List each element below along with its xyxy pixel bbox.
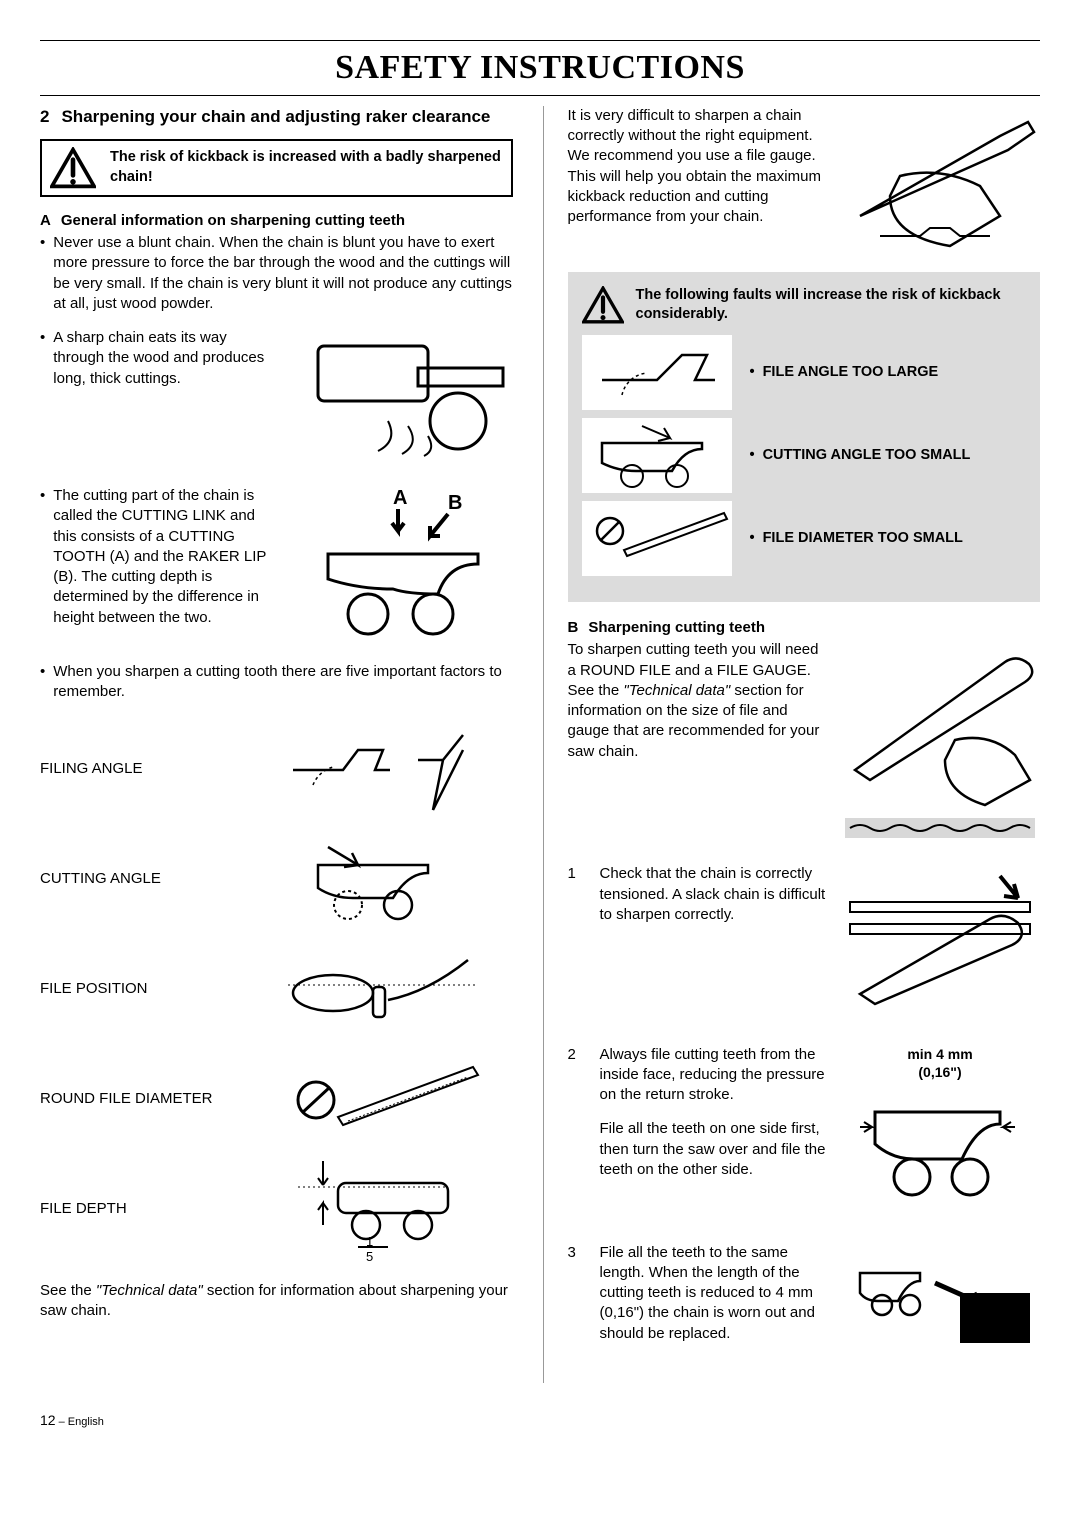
fault-fig-2 xyxy=(582,418,732,493)
fault-fig-3 xyxy=(582,501,732,576)
subhead-A-letter: A xyxy=(40,211,51,231)
page-footer: 12 – English xyxy=(40,1411,1040,1430)
fault-2: CUTTING ANGLE TOO SMALL xyxy=(750,446,971,466)
footnote-left: See the "Technical data" section for inf… xyxy=(40,1281,513,1322)
section-2-heading: 2 Sharpening your chain and adjusting ra… xyxy=(40,106,513,129)
illus-file-and-gauge xyxy=(840,640,1040,850)
fault-fig-1 xyxy=(582,335,732,410)
section-number: 2 xyxy=(40,106,49,129)
bullet-five-factors: When you sharpen a cutting tooth there a… xyxy=(40,662,513,703)
subhead-A-title: General information on sharpening cuttin… xyxy=(61,211,405,231)
factor-file-diameter: ROUND FILE DIAMETER xyxy=(40,1045,513,1155)
factor-file-depth: FILE DEPTH 1 5 xyxy=(40,1155,513,1265)
factor-file-position: FILE POSITION xyxy=(40,935,513,1045)
step-2: 2 Always file cutting teeth from the ins… xyxy=(568,1045,1041,1219)
warning-icon xyxy=(50,147,96,189)
illus-file-gauge xyxy=(840,106,1040,256)
warning-icon xyxy=(582,286,624,324)
right-column: It is very difficult to sharpen a chain … xyxy=(543,106,1041,1383)
factor-cutting-angle: CUTTING ANGLE xyxy=(40,825,513,935)
factor-filing-angle: FILING ANGLE xyxy=(40,715,513,825)
subhead-B: B Sharpening cutting teeth xyxy=(568,618,1041,638)
subhead-B-title: Sharpening cutting teeth xyxy=(588,618,765,638)
fault-1: FILE ANGLE TOO LARGE xyxy=(750,363,939,383)
section-title: Sharpening your chain and adjusting rake… xyxy=(61,106,490,129)
left-column: 2 Sharpening your chain and adjusting ra… xyxy=(40,106,513,1383)
faults-block: The following faults will increase the r… xyxy=(568,272,1041,602)
page-title: SAFETY INSTRUCTIONS xyxy=(40,40,1040,96)
bullet-cutting-link: The cutting part of the chain is called … xyxy=(40,486,274,628)
step-3: 3 File all the teeth to the same length.… xyxy=(568,1243,1041,1359)
svg-text:5: 5 xyxy=(366,1249,373,1264)
svg-text:A: A xyxy=(393,487,407,509)
illus-step1 xyxy=(840,864,1040,1020)
step-1: 1 Check that the chain is correctly tens… xyxy=(568,864,1041,1020)
subhead-A: A General information on sharpening cutt… xyxy=(40,211,513,231)
faults-intro: The following faults will increase the r… xyxy=(636,286,1027,325)
bullet-sharp: A sharp chain eats its way through the w… xyxy=(40,328,274,389)
svg-text:B: B xyxy=(448,492,462,514)
warning-text: The risk of kickback is increased with a… xyxy=(110,148,503,187)
B-intro: To sharpen cutting teeth you will need a… xyxy=(568,640,825,762)
intro-text: It is very difficult to sharpen a chain … xyxy=(568,106,825,228)
bullet-blunt: Never use a blunt chain. When the chain … xyxy=(40,233,513,314)
min4-label: min 4 mm (0,16") xyxy=(840,1045,1040,1083)
fault-3: FILE DIAMETER TOO SMALL xyxy=(750,529,963,549)
warning-box: The risk of kickback is increased with a… xyxy=(40,139,513,197)
illus-step2: min 4 mm (0,16") xyxy=(840,1045,1040,1219)
illus-cutting-link: A B xyxy=(288,484,513,654)
illus-saw-cuttings xyxy=(288,326,513,476)
svg-text:1: 1 xyxy=(366,1234,373,1249)
illus-step3 xyxy=(840,1243,1040,1359)
subhead-B-letter: B xyxy=(568,618,579,638)
